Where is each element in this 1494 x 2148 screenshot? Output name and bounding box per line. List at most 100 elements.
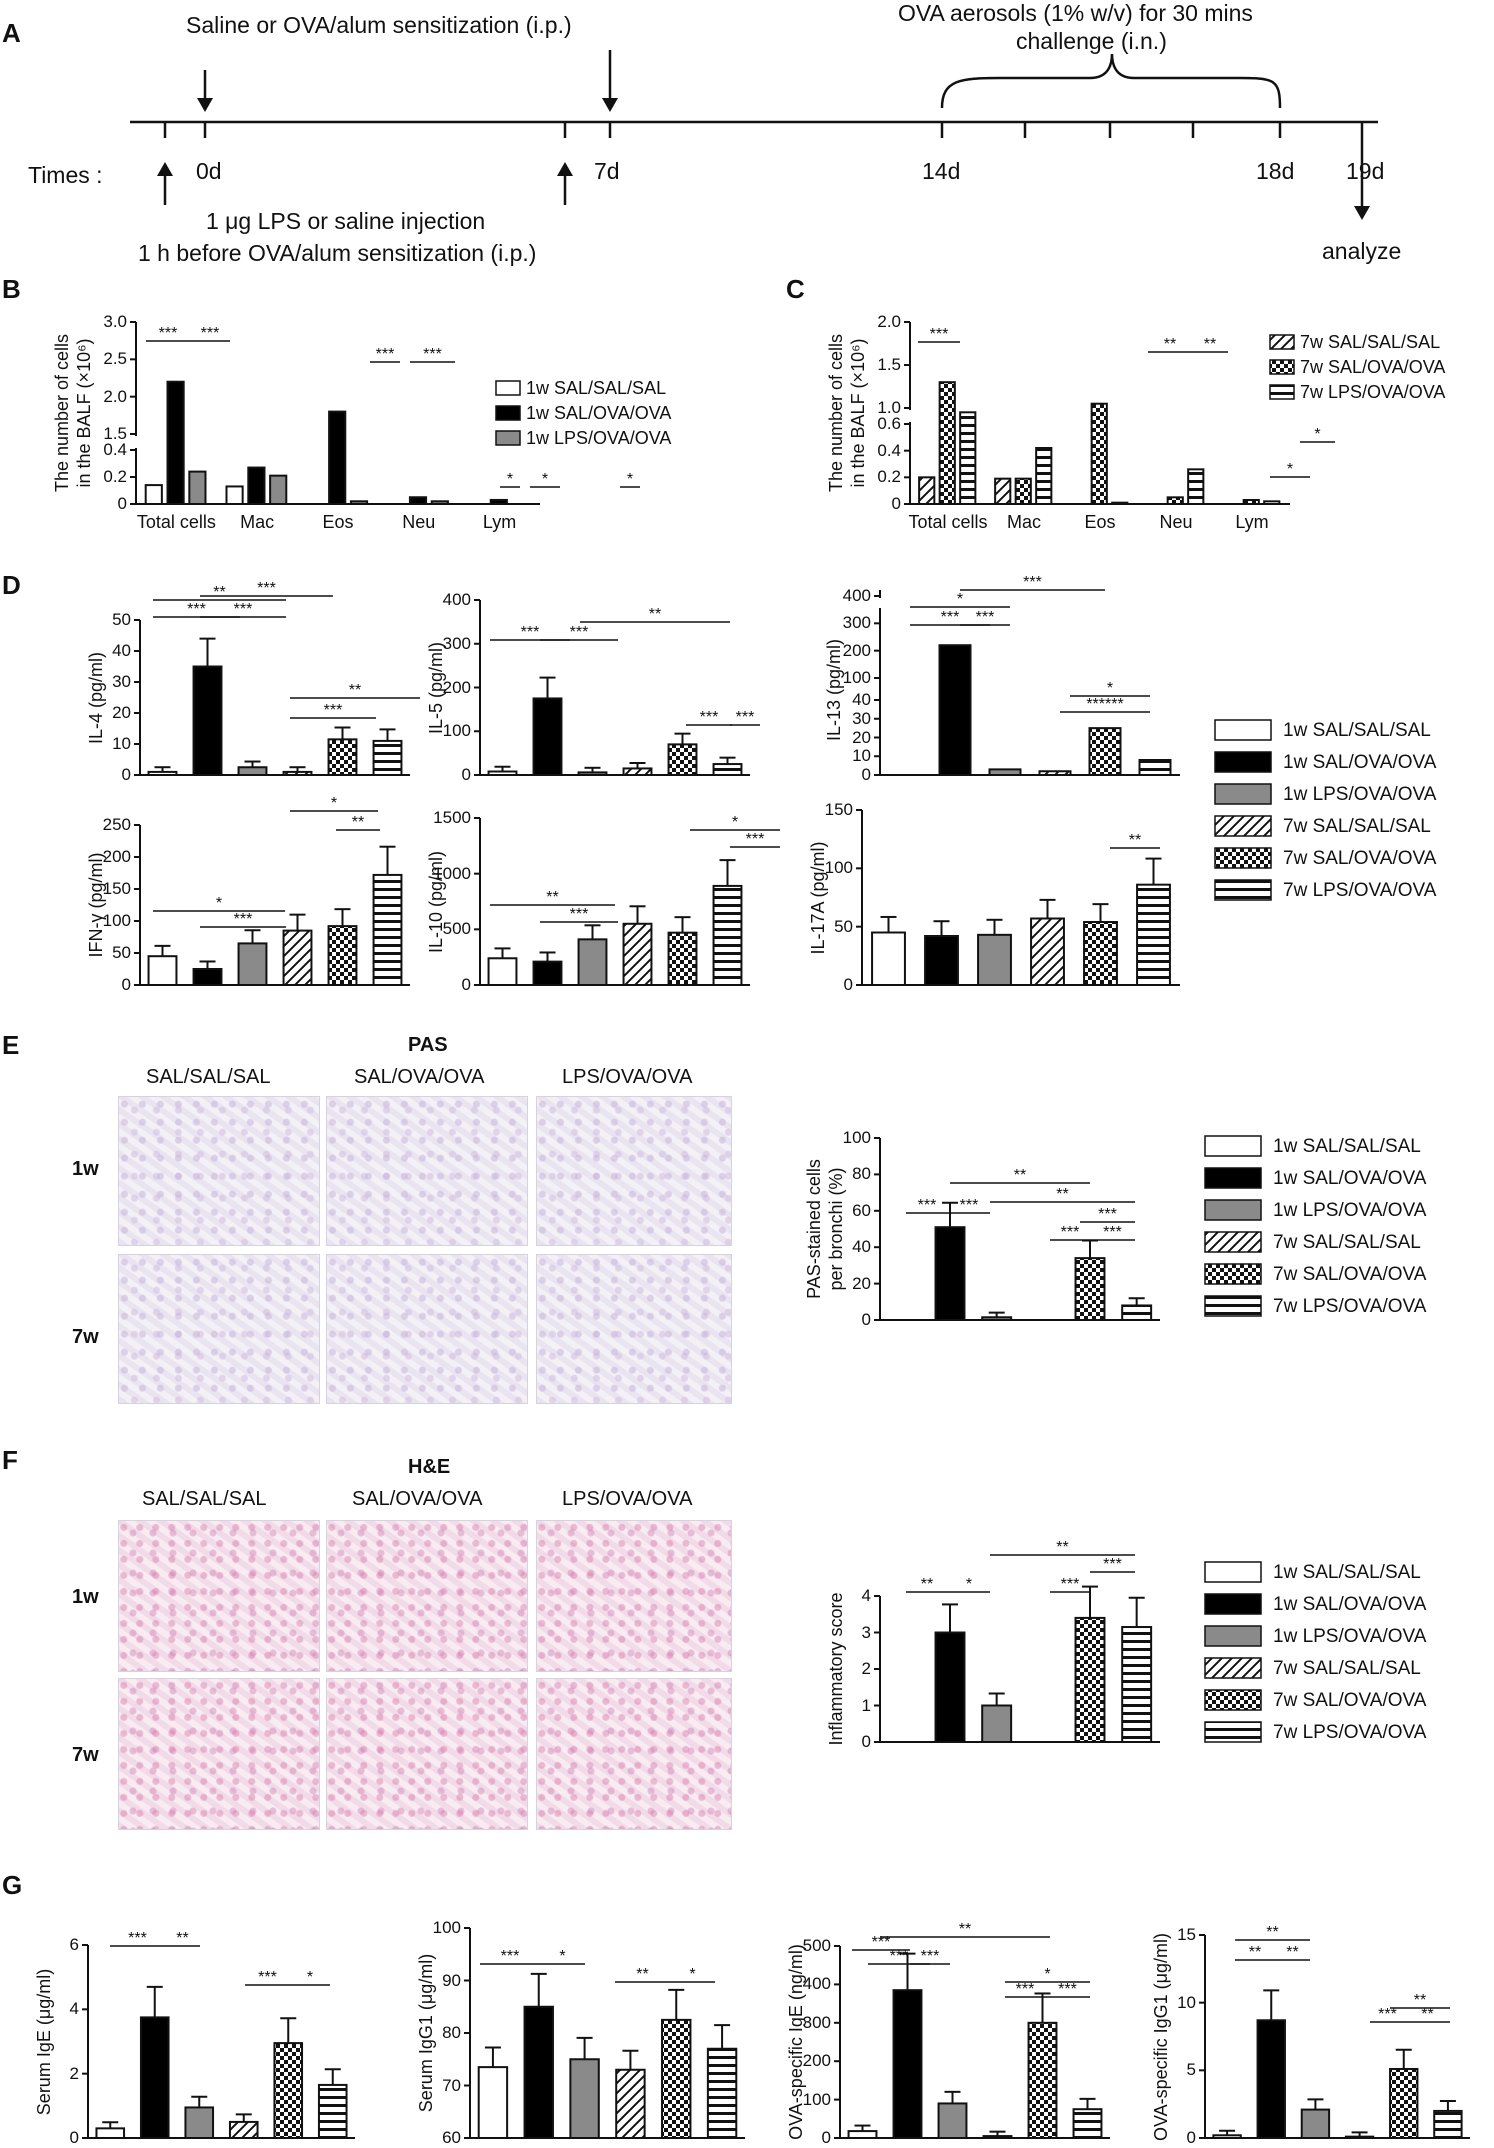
bar-Eos-2 (328, 410, 347, 506)
bar-Total cells-3 (188, 470, 207, 506)
bar-1 (147, 770, 178, 777)
bar-2 (532, 960, 563, 986)
bar-2 (139, 2016, 170, 2139)
day-14-label: 14d (922, 158, 961, 184)
legend-e-swatch-6 (1204, 1295, 1262, 1317)
legend-e-label-3: 1w LPS/OVA/OVA (1273, 1200, 1427, 1221)
x-tick-label: Total cells (908, 512, 988, 532)
y-axis-label: IL-17A (pg/ml) (808, 840, 828, 955)
pas-image-7w-sal (118, 1254, 320, 1404)
significance-label-5: *** (735, 709, 755, 726)
significance-label-2: *** (200, 325, 220, 342)
legend-e-label-6: 7w LPS/OVA/OVA (1273, 1296, 1427, 1317)
y-tick-label: 300 (842, 613, 871, 633)
x-tick-label: Neu (402, 512, 436, 532)
y-tick-label: 500 (802, 1936, 831, 1955)
legend-d-label-2: 1w SAL/OVA/OVA (1283, 752, 1437, 773)
legend-b-label-2: 1w SAL/OVA/OVA (526, 403, 672, 423)
significance-label-3: *** (375, 346, 395, 363)
legend-d-label-4: 7w SAL/SAL/SAL (1283, 816, 1431, 837)
bar-Neu-2 (1166, 496, 1184, 506)
legend-e-swatch-1 (1204, 1135, 1262, 1157)
panel-letter-a: A (2, 18, 21, 48)
y-tick-label: 40 (112, 641, 131, 660)
significance-label-2: * (559, 1948, 566, 1965)
bar-3 (184, 2106, 215, 2139)
bar-3 (577, 771, 608, 776)
significance-label-3: ** (1286, 1944, 1299, 1961)
legend-c-label-3: 7w LPS/OVA/OVA (1300, 382, 1446, 402)
legend-b-label-3: 1w LPS/OVA/OVA (526, 428, 672, 448)
legend-d-label-5: 7w SAL/OVA/OVA (1283, 848, 1437, 869)
bar-Total cells-2 (938, 381, 956, 506)
significance-label-1: *** (128, 1930, 147, 1947)
legend-e-label-4: 7w SAL/SAL/SAL (1273, 1232, 1421, 1253)
legend-d-swatch-1 (1214, 719, 1272, 741)
y-tick-label: 0 (861, 765, 871, 784)
bar-1 (477, 2066, 509, 2139)
y-tick-label: 0 (121, 975, 131, 994)
y-axis-label: Serum IgG1 (μg/ml) (416, 1953, 436, 2113)
y-tick-label: 500 (442, 919, 471, 939)
bar-4 (982, 2135, 1013, 2140)
y-tick-label: 0 (891, 494, 901, 513)
bar-6 (372, 739, 403, 777)
y-tick-label: 10 (112, 734, 131, 753)
y-tick-label: 0 (861, 1732, 871, 1751)
significance-label-1: ** (1128, 832, 1142, 849)
y-axis-label: OVA-specific IgE (ng/ml) (786, 1944, 806, 2140)
y-tick-label: 1500 (433, 808, 471, 827)
x-tick-label: Neu (1159, 512, 1193, 532)
pas-col-2: SAL/OVA/OVA (354, 1066, 485, 1088)
significance-label-2: *** (569, 906, 589, 923)
y-tick-label: 30 (112, 672, 131, 691)
legend-e-swatch-2 (1204, 1167, 1262, 1189)
pas-col-1: SAL/SAL/SAL (146, 1066, 271, 1088)
pas-col-3: LPS/OVA/OVA (562, 1066, 693, 1088)
bar-6 (706, 2047, 738, 2139)
legend-c-label-2: 7w SAL/OVA/OVA (1300, 357, 1446, 377)
bar-4 (1344, 2135, 1375, 2140)
bar-6 (1121, 1304, 1153, 1321)
legend-b-label-1: 1w SAL/SAL/SAL (526, 378, 667, 398)
pas-image-1w-ova (326, 1096, 528, 1246)
significance-label-5: *** (323, 702, 343, 719)
bar-4 (1038, 770, 1072, 776)
bar-5 (661, 2018, 692, 2139)
aerosol-label: OVA aerosols (1% w/v) for 30 mins (898, 0, 1253, 26)
analyze-label: analyze (1322, 238, 1402, 264)
legend-d-swatch-3 (1214, 783, 1272, 805)
bar-3 (981, 1704, 1013, 1743)
y-tick-label: 80 (442, 2023, 461, 2042)
bar-Eos-2 (1090, 402, 1108, 506)
y-tick-label: 50 (112, 610, 131, 629)
bar-6 (317, 2083, 348, 2140)
bar-6 (1136, 883, 1171, 987)
bar-4 (622, 922, 653, 986)
bar-4 (228, 2120, 259, 2140)
legend-d-swatch-5 (1214, 847, 1272, 869)
significance-label-4: *** (423, 346, 442, 363)
day-0-label: 0d (196, 158, 222, 184)
y-tick-label: 1000 (433, 863, 471, 883)
significance-label-1: ** (1266, 1924, 1279, 1941)
y-tick-label: 40 (852, 1237, 871, 1257)
bar-1 (487, 770, 518, 776)
y-tick-label: 0 (117, 494, 127, 513)
bar-2 (532, 697, 563, 776)
bar-Mac-3 (269, 474, 288, 505)
significance-label-2: *** (233, 601, 253, 618)
day-18-label: 18d (1256, 158, 1295, 184)
bar-Mac-2 (247, 466, 266, 505)
bar-Lym-2 (489, 498, 508, 506)
bar-5 (273, 2042, 304, 2139)
bar-2 (892, 1989, 923, 2140)
legend-b-swatch-1 (495, 380, 521, 396)
y-tick-label: 1.5 (877, 355, 901, 374)
pas-title: PAS (408, 1034, 448, 1056)
y-tick-label: 0.4 (877, 440, 901, 460)
y-tick-label: 100 (802, 2089, 831, 2109)
y-tick-label: 300 (442, 633, 471, 653)
legend-c-swatch-1 (1269, 334, 1295, 350)
y-tick-label: 10 (1177, 1992, 1196, 2012)
